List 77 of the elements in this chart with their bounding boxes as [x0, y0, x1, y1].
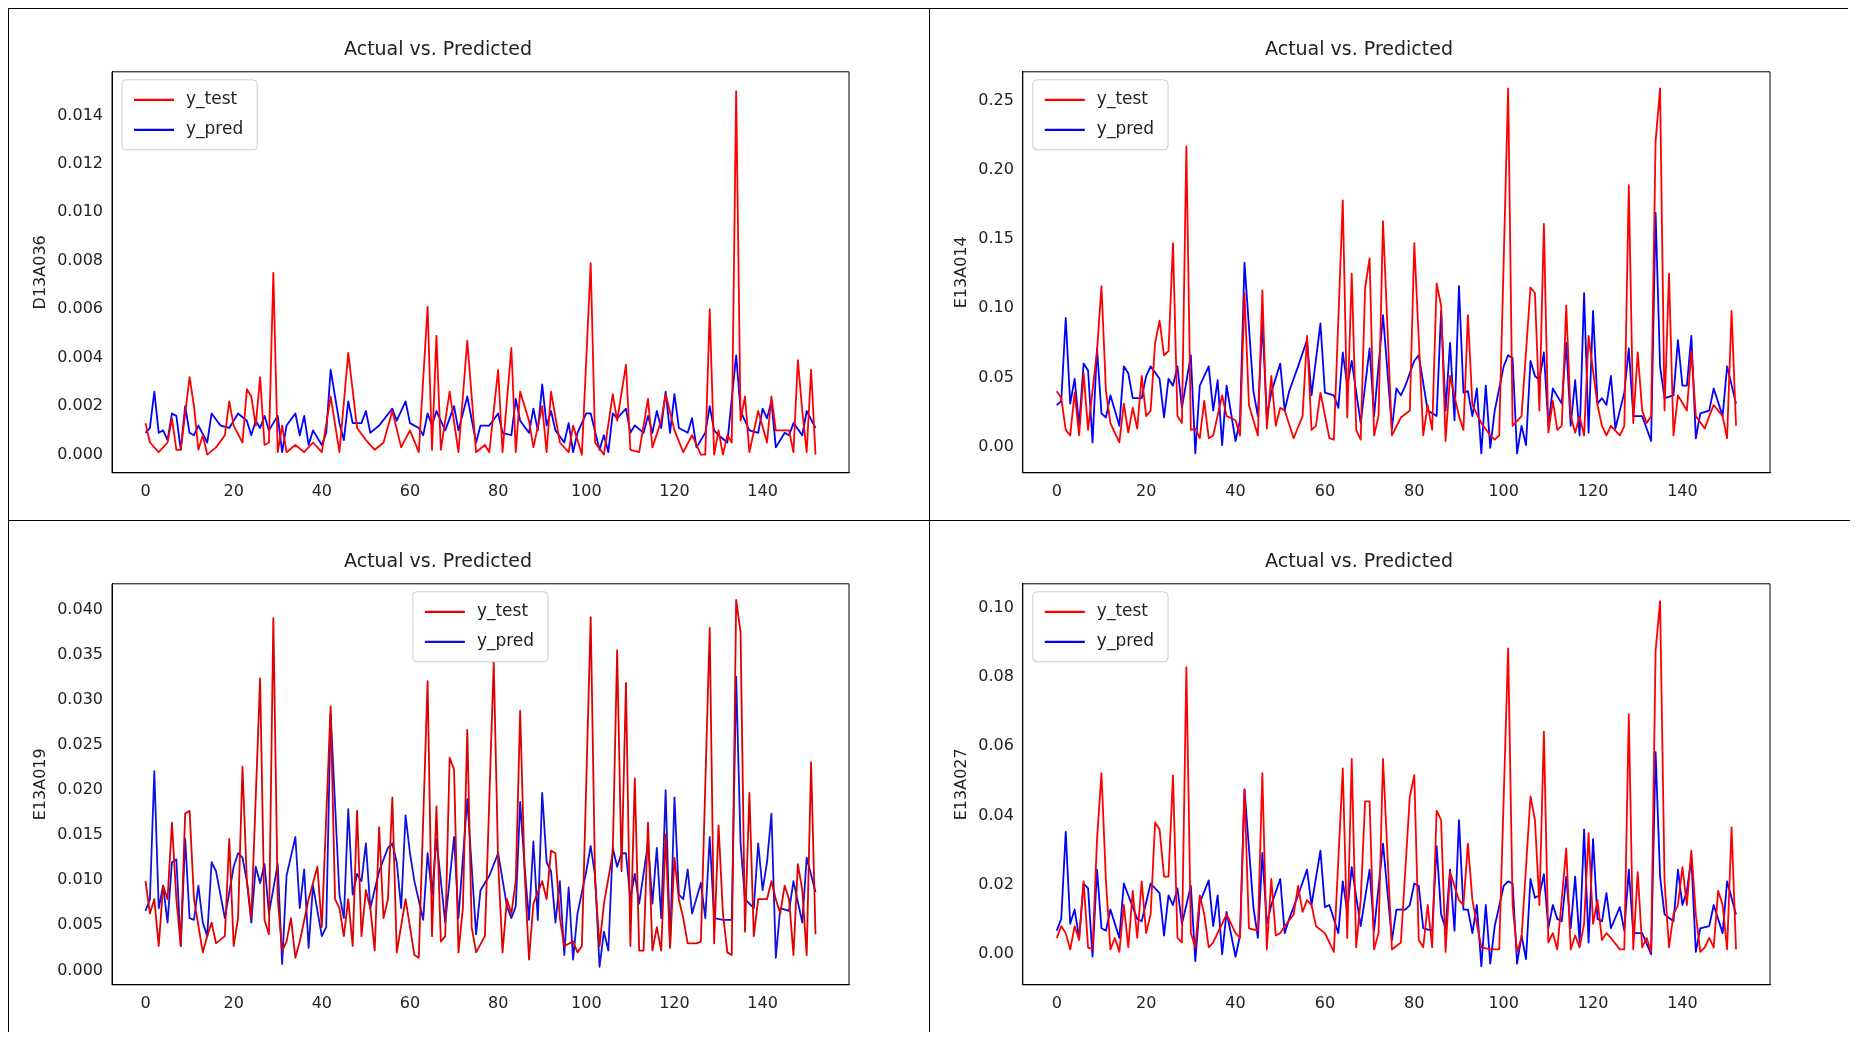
chart-title: Actual vs. Predicted	[344, 37, 532, 60]
x-tick-label: 80	[487, 992, 509, 1012]
y-tick-label: 0.20	[978, 159, 1014, 179]
y-tick-label: 0.05	[978, 366, 1014, 386]
y-tick-label: 0.014	[57, 104, 103, 124]
chart-title: Actual vs. Predicted	[1265, 37, 1453, 60]
y-tick-label: 0.002	[57, 395, 103, 415]
x-tick-label: 140	[1667, 992, 1698, 1012]
x-tick-label: 20	[223, 480, 244, 500]
y-tick-label: 0.06	[978, 735, 1014, 755]
legend-label: y_test	[1096, 600, 1149, 622]
x-tick-label: 80	[1404, 992, 1425, 1012]
x-tick-label: 20	[223, 992, 244, 1012]
y-tick-label: 0.008	[57, 249, 103, 269]
x-tick-label: 100	[571, 480, 602, 500]
x-tick-label: 120	[1577, 480, 1609, 500]
x-tick-label: 100	[1488, 480, 1519, 500]
legend-label: y_test	[1096, 88, 1149, 110]
y-tick-label: 0.15	[978, 228, 1014, 248]
x-tick-label: 100	[571, 992, 602, 1012]
y-tick-label: 0.020	[57, 779, 103, 799]
legend-label: y_test	[476, 600, 529, 622]
y-tick-label: 0.25	[978, 89, 1014, 109]
x-tick-label: 0	[140, 992, 151, 1012]
x-tick-label: 100	[1488, 992, 1519, 1012]
x-tick-label: 60	[399, 992, 421, 1012]
chart-title: Actual vs. Predicted	[1265, 549, 1453, 572]
x-tick-label: 40	[1225, 480, 1246, 500]
y-tick-label: 0.010	[57, 869, 103, 889]
x-tick-label: 120	[659, 480, 690, 500]
y-tick-label: 0.006	[57, 298, 103, 318]
y-tick-label: 0.08	[978, 665, 1014, 685]
x-tick-label: 60	[1314, 992, 1336, 1012]
y-axis-title: E13A019	[29, 748, 49, 821]
x-tick-label: 20	[1135, 480, 1157, 500]
y-tick-label: 0.10	[978, 596, 1014, 616]
x-tick-label: 0	[1051, 992, 1062, 1012]
y-tick-label: 0.030	[57, 689, 103, 709]
y-tick-label: 0.012	[57, 153, 103, 173]
legend-label: y_pred	[476, 630, 535, 652]
y-tick-label: 0.015	[57, 824, 103, 844]
x-tick-label: 140	[747, 992, 778, 1012]
y-axis-title: E13A027	[950, 748, 970, 821]
x-tick-label: 40	[311, 992, 332, 1012]
y-tick-label: 0.00	[978, 435, 1014, 455]
x-tick-label: 80	[1404, 480, 1425, 500]
y-tick-label: 0.025	[57, 734, 103, 754]
y-tick-label: 0.010	[57, 201, 103, 221]
x-tick-label: 60	[1314, 480, 1336, 500]
x-tick-label: 60	[399, 480, 421, 500]
x-tick-label: 40	[311, 480, 332, 500]
y-tick-label: 0.000	[57, 443, 103, 463]
y-tick-label: 0.040	[57, 599, 103, 619]
x-tick-label: 0	[140, 480, 151, 500]
y-tick-label: 0.000	[57, 959, 103, 979]
y-axis-title: E13A014	[950, 236, 970, 309]
x-tick-label: 40	[1225, 992, 1246, 1012]
x-tick-label: 120	[659, 992, 690, 1012]
chart-title: Actual vs. Predicted	[344, 549, 532, 572]
y-tick-label: 0.005	[57, 914, 103, 934]
x-tick-label: 120	[1577, 992, 1609, 1012]
y-axis-title: D13A036	[29, 235, 49, 310]
y-tick-label: 0.035	[57, 644, 103, 664]
legend-label: y_pred	[186, 118, 244, 140]
y-tick-label: 0.00	[978, 943, 1014, 963]
x-tick-label: 0	[1051, 480, 1062, 500]
x-tick-label: 140	[747, 480, 778, 500]
y-tick-label: 0.004	[57, 346, 103, 366]
x-tick-label: 140	[1667, 480, 1698, 500]
legend-label: y_pred	[1096, 630, 1155, 652]
x-tick-label: 80	[487, 480, 509, 500]
legend-label: y_test	[186, 88, 238, 110]
legend-label: y_pred	[1096, 118, 1155, 140]
y-tick-label: 0.10	[978, 297, 1014, 317]
y-tick-label: 0.02	[978, 874, 1014, 894]
x-tick-label: 20	[1135, 992, 1157, 1012]
y-tick-label: 0.04	[978, 804, 1014, 824]
